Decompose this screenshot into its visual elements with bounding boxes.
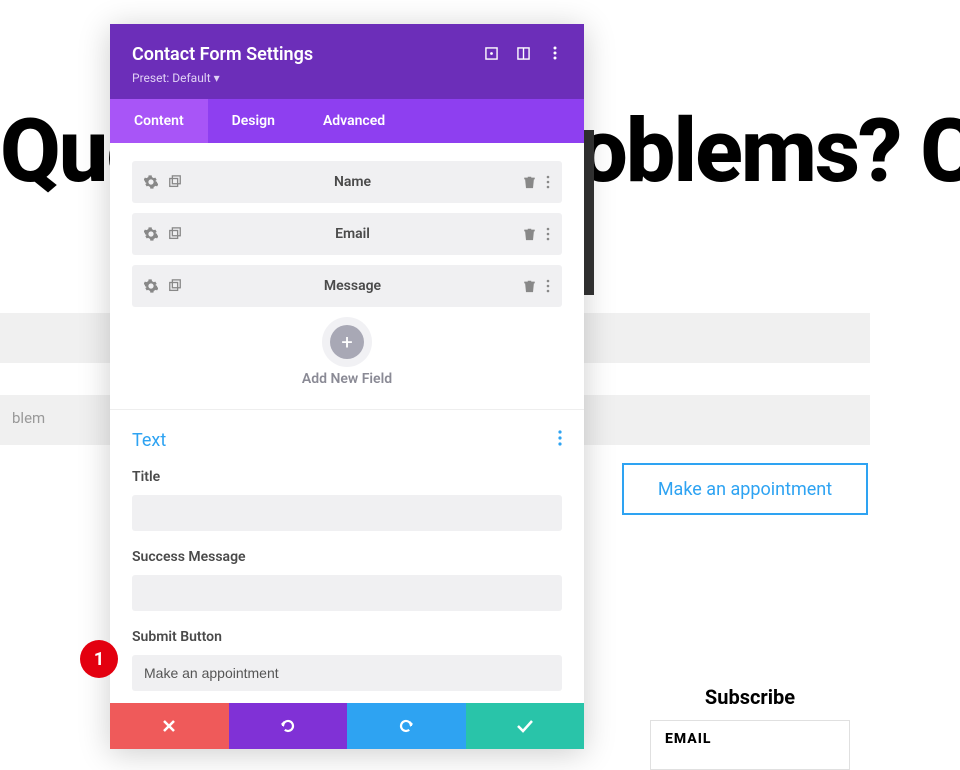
- modal-header: Contact Form Settings Preset: Default ▾: [110, 24, 584, 99]
- modal-tabs: Content Design Advanced: [110, 99, 584, 143]
- appointment-button[interactable]: Make an appointment: [622, 463, 868, 515]
- divider: [110, 409, 584, 410]
- more-icon[interactable]: [546, 227, 550, 241]
- subscribe-heading: Subscribe: [650, 685, 850, 709]
- columns-icon[interactable]: [516, 46, 530, 60]
- field-row-name[interactable]: Name: [132, 161, 562, 203]
- field-label: Email: [182, 226, 523, 242]
- field-row-message[interactable]: Message: [132, 265, 562, 307]
- gear-icon[interactable]: [144, 279, 158, 293]
- text-section-title[interactable]: Text: [132, 430, 166, 451]
- submit-button-label: Submit Button: [132, 629, 562, 645]
- add-field-label: Add New Field: [132, 371, 562, 387]
- annotation-badge-1: 1: [80, 640, 118, 678]
- duplicate-icon[interactable]: [168, 175, 182, 189]
- modal-footer: [110, 703, 584, 749]
- trash-icon[interactable]: [523, 175, 536, 189]
- add-field-block: + Add New Field: [132, 325, 562, 387]
- field-label: Message: [182, 278, 523, 294]
- text-section-header: Text: [132, 430, 562, 451]
- expand-icon[interactable]: [484, 46, 498, 60]
- modal-title: Contact Form Settings: [132, 44, 313, 65]
- background-strip: [584, 130, 594, 295]
- duplicate-icon[interactable]: [168, 279, 182, 293]
- save-button[interactable]: [466, 703, 585, 749]
- tab-content[interactable]: Content: [110, 99, 208, 143]
- trash-icon[interactable]: [523, 279, 536, 293]
- submit-button-input[interactable]: [132, 655, 562, 691]
- tab-advanced[interactable]: Advanced: [299, 99, 409, 143]
- chevron-down-icon: ▾: [214, 71, 220, 85]
- email-subscribe-box[interactable]: EMAIL: [650, 720, 850, 770]
- contact-form-settings-modal: Contact Form Settings Preset: Default ▾ …: [110, 24, 584, 749]
- gear-icon[interactable]: [144, 227, 158, 241]
- preset-label: Preset: Default: [132, 71, 211, 85]
- more-icon[interactable]: [548, 46, 562, 60]
- close-button[interactable]: [110, 703, 229, 749]
- more-icon[interactable]: [546, 279, 550, 293]
- modal-body: Name Email Message: [110, 143, 584, 703]
- undo-button[interactable]: [229, 703, 348, 749]
- tab-design[interactable]: Design: [208, 99, 299, 143]
- success-message-label: Success Message: [132, 549, 562, 565]
- duplicate-icon[interactable]: [168, 227, 182, 241]
- title-input[interactable]: [132, 495, 562, 531]
- field-row-email[interactable]: Email: [132, 213, 562, 255]
- add-field-button[interactable]: +: [330, 325, 364, 359]
- field-label: Name: [182, 174, 523, 190]
- more-icon[interactable]: [546, 175, 550, 189]
- gear-icon[interactable]: [144, 175, 158, 189]
- trash-icon[interactable]: [523, 227, 536, 241]
- section-more-icon[interactable]: [558, 430, 562, 451]
- redo-button[interactable]: [347, 703, 466, 749]
- title-label: Title: [132, 469, 562, 485]
- success-message-input[interactable]: [132, 575, 562, 611]
- modal-preset[interactable]: Preset: Default ▾: [132, 71, 313, 85]
